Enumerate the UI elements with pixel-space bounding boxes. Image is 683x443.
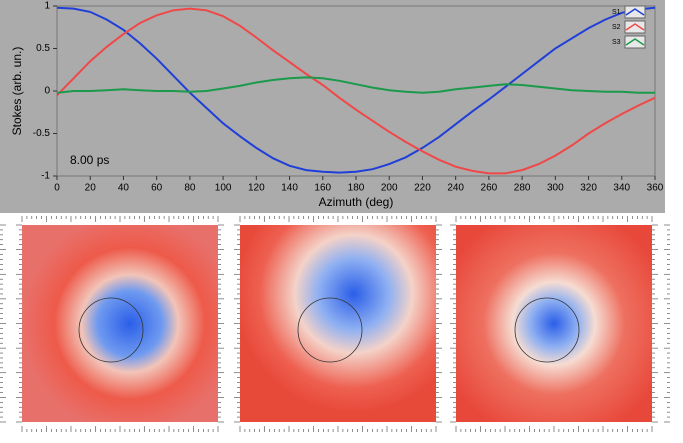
heatmap: [240, 225, 436, 422]
circle: [78, 297, 144, 363]
x-tick-label: 160: [314, 183, 331, 194]
legend-label: S3: [612, 39, 621, 46]
circle: [514, 297, 580, 363]
y-tick-label: -1: [41, 171, 50, 182]
x-tick-label: 200: [381, 183, 398, 194]
series-line: [56, 6, 656, 174]
y-tick-label: 1: [44, 1, 50, 12]
x-tick-label: 360: [647, 183, 664, 194]
x-tick-label: 340: [613, 183, 630, 194]
legend-label: S1: [612, 9, 621, 16]
image-panel: [22, 225, 652, 422]
x-tick-label: 0: [54, 183, 60, 194]
x-tick-label: 220: [414, 183, 431, 194]
legend-label: S2: [612, 24, 621, 31]
x-tick-label: 300: [547, 183, 564, 194]
y-tick-label: 0.5: [36, 43, 50, 54]
y-axis-label: Stokes (arb. un.): [10, 47, 24, 136]
y-tick-label: 0: [44, 86, 50, 97]
legend-box: [624, 35, 646, 49]
x-tick-label: 280: [514, 183, 531, 194]
x-tick-label: 240: [447, 183, 464, 194]
x-tick-label: 80: [184, 183, 196, 194]
y-tick-label: -0.5: [33, 128, 51, 139]
x-tick-label: 140: [281, 183, 298, 194]
x-tick-label: 60: [151, 183, 163, 194]
heatmap: [22, 225, 218, 422]
circle: [297, 297, 363, 363]
x-tick-label: 320: [580, 183, 597, 194]
x-tick-label: 180: [348, 183, 365, 194]
legend-box: [624, 5, 646, 19]
x-tick-label: 260: [481, 183, 498, 194]
legend-swatch: [625, 8, 645, 16]
series-line: [56, 76, 655, 94]
x-tick-label: 20: [85, 183, 97, 194]
x-axis-label: Azimuth (deg): [319, 195, 394, 209]
rulers: [0, 216, 670, 432]
legend-box: [624, 20, 646, 34]
legend-swatch: [625, 38, 645, 46]
x-tick-label: 120: [248, 183, 265, 194]
series-line: [56, 7, 656, 175]
annotation: 8.00 ps: [70, 153, 109, 167]
legend-swatch: [625, 23, 645, 31]
x-tick-label: 100: [215, 183, 232, 194]
heatmap: [456, 225, 652, 422]
x-tick-label: 40: [118, 183, 130, 194]
